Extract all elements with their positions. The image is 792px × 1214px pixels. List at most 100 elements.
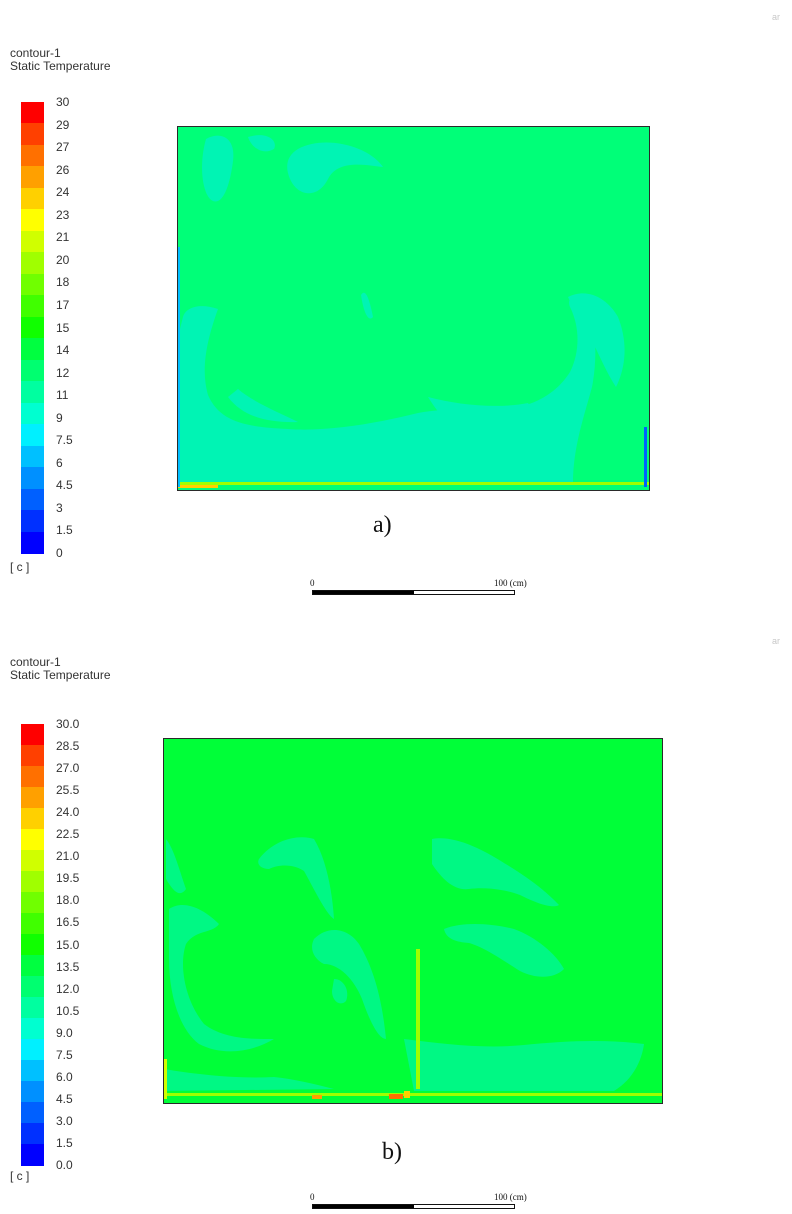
color-bar-segment: [21, 871, 44, 893]
scale-start-label: 0: [310, 1192, 315, 1202]
color-bar-segment: [21, 976, 44, 998]
color-bar-segment: [21, 295, 44, 318]
legend-tick-label: 3.0: [56, 1113, 73, 1128]
color-bar-segment: [21, 424, 44, 447]
contour-plot: [177, 126, 650, 491]
legend-tick-label: 21.0: [56, 849, 80, 864]
color-bar-segment: [21, 766, 44, 788]
color-bar-segment: [21, 1144, 44, 1166]
region-left-upper: [166, 839, 186, 894]
color-bar-segment: [21, 402, 44, 425]
contour-name: contour-1: [10, 655, 61, 669]
wall-strip-left: [164, 1059, 167, 1099]
legend-tick-label: 14: [56, 343, 70, 358]
legend-tick-label: 18: [56, 275, 70, 290]
color-bar-segment: [21, 892, 44, 914]
legend-tick-label: 28.5: [56, 739, 80, 754]
legend-tick-label: 25.5: [56, 783, 80, 798]
color-bar-segment: [21, 745, 44, 767]
legend-tick-label: 4.5: [56, 478, 73, 493]
legend-tick-label: 24: [56, 185, 70, 200]
legend-tick-label: 12.0: [56, 981, 80, 996]
region-upper-left: [202, 135, 234, 202]
color-bar-segment: [21, 1081, 44, 1103]
color-bar-segment: [21, 445, 44, 468]
contour-title: contour-1 Static Temperature: [10, 656, 111, 682]
color-bar-segment: [21, 1123, 44, 1145]
region-right-loop: [444, 924, 564, 977]
color-bar-segment: [21, 850, 44, 872]
hotspot-1: [312, 1095, 322, 1099]
legend-tick-label: 27: [56, 140, 70, 155]
scale-end-label: 100 (cm): [494, 1192, 527, 1202]
scale-filled-segment: [313, 591, 414, 594]
scale-track: [312, 1204, 515, 1209]
region-middle-s: [312, 929, 386, 1039]
contour-regions: [164, 837, 644, 1091]
legend-tick-label: 20: [56, 252, 70, 267]
color-bar-segment: [21, 102, 44, 124]
contour-plot: [163, 738, 663, 1104]
panel-caption: b): [382, 1139, 402, 1165]
legend-tick-label: 4.5: [56, 1091, 73, 1106]
software-logo-mark: ar: [771, 636, 780, 646]
legend-tick-label: 17: [56, 297, 70, 312]
color-bar-segment: [21, 787, 44, 809]
contour-title: contour-1 Static Temperature: [10, 47, 111, 73]
legend-tick-label: 10.5: [56, 1003, 80, 1018]
color-bar-segment: [21, 1060, 44, 1082]
contour-regions: [178, 135, 625, 483]
color-bar-segment: [21, 338, 44, 361]
legend-tick-label: 7.5: [56, 1047, 73, 1062]
color-bar-segment: [21, 1018, 44, 1040]
legend-tick-label: 15: [56, 320, 70, 335]
legend-tick-label: 0.0: [56, 1158, 73, 1172]
legend-tick-label: 30.0: [56, 717, 80, 731]
color-bar-segment: [21, 467, 44, 490]
color-bar-segment: [21, 531, 44, 554]
panel-caption: a): [373, 512, 392, 538]
legend-tick-label: 1.5: [56, 1135, 73, 1150]
legend-tick-label: 6: [56, 455, 63, 470]
streak-plume: [416, 949, 420, 1089]
region-lower-right: [404, 1039, 644, 1091]
color-bar-segment: [21, 123, 44, 146]
contour-name: contour-1: [10, 46, 61, 60]
wall-strip-bottom: [164, 1093, 662, 1096]
region-right-hook: [432, 838, 559, 907]
hotspot-3: [404, 1091, 410, 1098]
color-bar-segment: [21, 488, 44, 511]
color-bar-segment: [21, 997, 44, 1019]
region-center-hole: [332, 979, 348, 1004]
legend-tick-label: 9.0: [56, 1025, 73, 1040]
scale-end-label: 100 (cm): [494, 578, 527, 588]
legend-tick-label: 22.5: [56, 827, 80, 842]
wall-strip-bottom: [178, 482, 649, 485]
legend-tick-label: 18.0: [56, 893, 80, 908]
color-bar: [21, 102, 44, 554]
hot-streaks: [164, 949, 662, 1099]
software-logo-mark: ar: [771, 12, 780, 22]
legend-tick-label: 19.5: [56, 871, 80, 886]
color-bar-segment: [21, 144, 44, 167]
unit-label: [ c ]: [10, 560, 30, 574]
color-bar-segment: [21, 808, 44, 830]
unit-label: [ c ]: [10, 1169, 30, 1183]
legend-tick-label: 26: [56, 162, 70, 177]
color-bar-segment: [21, 316, 44, 339]
region-lower-right: [428, 397, 532, 446]
variable-name: Static Temperature: [10, 59, 111, 73]
legend-tick-label: 1.5: [56, 523, 73, 538]
legend-tick-label: 29: [56, 117, 70, 132]
scale-start-label: 0: [310, 578, 315, 588]
contour-panel-b: ar contour-1 Static Temperature 30.0 28.5…: [0, 607, 792, 1214]
wall-strip-bottom-warm: [178, 485, 218, 488]
region-bottom-arc: [228, 389, 298, 423]
legend-tick-label: 3: [56, 500, 63, 515]
legend-tick-label: 24.0: [56, 805, 80, 820]
color-bar-segment: [21, 913, 44, 935]
legend-tick-label: 7.5: [56, 433, 73, 448]
color-bar-segment: [21, 955, 44, 977]
region-center-column: [361, 292, 373, 319]
variable-name: Static Temperature: [10, 668, 111, 682]
